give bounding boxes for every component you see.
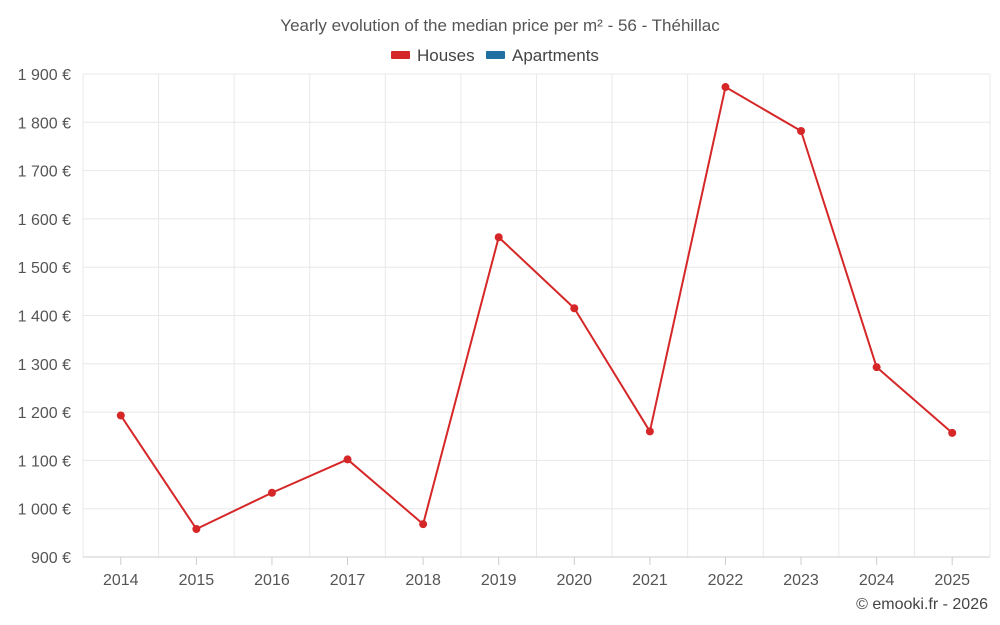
x-axis: 2014 2015 2016 2017 2018 2019 2020 2021 2022 2023… <box>83 556 990 589</box>
data-point[interactable] <box>721 83 730 92</box>
x-tick-label: 2024 <box>859 572 895 589</box>
data-point[interactable] <box>570 304 579 313</box>
legend-label-apartments: Apartments <box>512 46 599 65</box>
y-tick-label: 1 200 € <box>18 405 71 422</box>
x-tick-label: 2025 <box>934 572 970 589</box>
x-tick-label: 2019 <box>481 572 517 589</box>
x-tick-label: 2014 <box>103 572 139 589</box>
y-axis: 900 € 1 000 € 1 100 € 1 200 € 1 300 € 1 400 €… <box>18 67 71 567</box>
chart-title: Yearly evolution of the median price per… <box>280 16 720 35</box>
y-tick-label: 1 600 € <box>18 212 71 229</box>
data-point[interactable] <box>797 126 806 135</box>
data-point[interactable] <box>872 363 881 372</box>
y-tick-label: 1 900 € <box>18 67 71 84</box>
data-point[interactable] <box>267 488 276 497</box>
y-tick-label: 1 000 € <box>18 502 71 519</box>
y-tick-label: 1 100 € <box>18 453 71 470</box>
series-houses <box>116 83 957 533</box>
legend-label-houses: Houses <box>417 46 475 65</box>
x-tick-label: 2021 <box>632 572 668 589</box>
y-tick-label: 1 300 € <box>18 357 71 374</box>
y-tick-label: 900 € <box>31 550 71 567</box>
legend-swatch-apartments <box>486 51 505 59</box>
x-tick-label: 2022 <box>708 572 744 589</box>
data-point[interactable] <box>494 233 503 242</box>
data-point[interactable] <box>192 524 201 533</box>
x-tick-label: 2018 <box>405 572 441 589</box>
legend-item-houses[interactable]: Houses <box>391 46 475 65</box>
data-point[interactable] <box>645 427 654 436</box>
data-point[interactable] <box>948 428 957 437</box>
y-tick-label: 1 400 € <box>18 309 71 326</box>
x-tick-label: 2016 <box>254 572 290 589</box>
data-point[interactable] <box>116 411 125 420</box>
x-tick-label: 2023 <box>783 572 819 589</box>
y-tick-label: 1 700 € <box>18 164 71 181</box>
credit-text: © emooki.fr - 2026 <box>856 596 988 613</box>
legend-item-apartments[interactable]: Apartments <box>486 46 599 65</box>
y-tick-label: 1 500 € <box>18 260 71 277</box>
data-point[interactable] <box>343 455 352 464</box>
x-tick-label: 2020 <box>556 572 592 589</box>
y-tick-label: 1 800 € <box>18 115 71 132</box>
data-point[interactable] <box>419 520 428 529</box>
legend: Houses Apartments <box>391 46 599 65</box>
x-tick-label: 2017 <box>330 572 366 589</box>
legend-swatch-houses <box>391 51 410 59</box>
x-tick-label: 2015 <box>179 572 215 589</box>
grid <box>82 73 991 558</box>
series-line-houses <box>119 86 953 530</box>
